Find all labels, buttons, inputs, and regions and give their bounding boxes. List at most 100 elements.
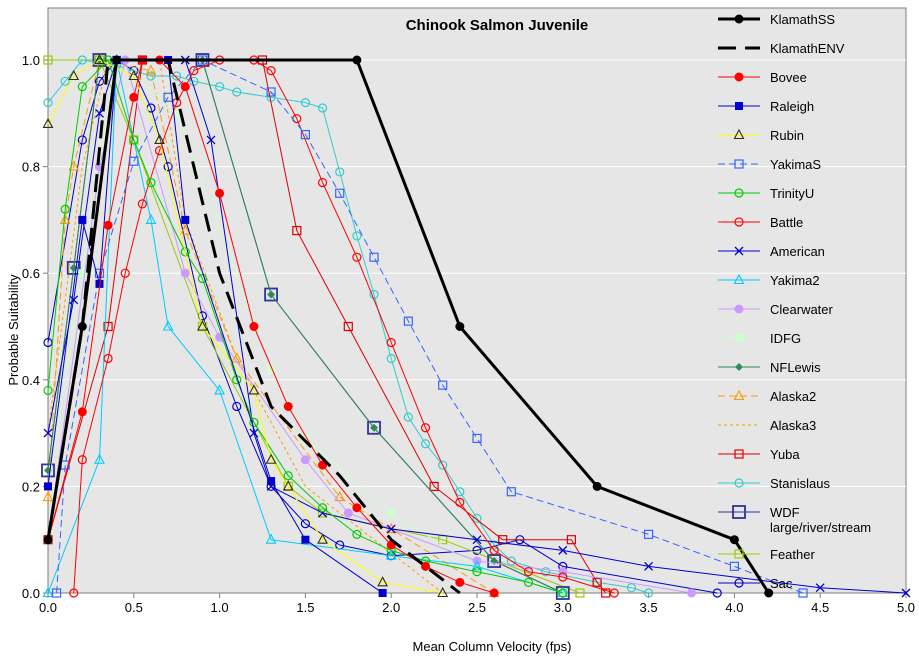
data-point bbox=[59, 213, 71, 224]
data-point bbox=[44, 482, 52, 491]
legend: KlamathSS KlamathENV Bovee Raleigh Rubin Yaki… bbox=[718, 12, 871, 591]
y-axis-ticks: 0.0 0.2 0.4 0.6 0.8 1.0 bbox=[22, 53, 48, 601]
data-point bbox=[575, 588, 585, 598]
data-point bbox=[77, 455, 87, 465]
x-tick-label: 3.0 bbox=[554, 600, 572, 615]
legend-label: Feather bbox=[770, 547, 815, 562]
data-point bbox=[378, 589, 387, 597]
data-point bbox=[282, 480, 294, 491]
data-point bbox=[146, 177, 156, 188]
legend-label: Battle bbox=[770, 215, 803, 230]
legend-label: Yakima2 bbox=[770, 273, 820, 288]
data-point bbox=[626, 583, 637, 593]
data-point bbox=[94, 268, 105, 278]
data-point bbox=[179, 224, 191, 235]
data-point bbox=[317, 533, 328, 544]
data-point bbox=[815, 583, 825, 593]
legend-label: KlamathSS bbox=[770, 12, 835, 27]
data-point bbox=[300, 519, 310, 529]
data-point bbox=[429, 481, 439, 491]
data-point bbox=[506, 487, 516, 497]
data-point bbox=[712, 588, 722, 598]
data-point bbox=[644, 561, 654, 571]
data-point bbox=[267, 477, 276, 486]
legend-item: American bbox=[718, 244, 825, 259]
data-point bbox=[734, 159, 744, 169]
legend-item: Yuba bbox=[718, 447, 800, 462]
series-line bbox=[48, 59, 581, 594]
data-point bbox=[609, 588, 619, 598]
data-point bbox=[734, 188, 744, 198]
y-tick-label: 0.4 bbox=[22, 373, 40, 388]
data-point bbox=[266, 66, 276, 76]
y-tick-label: 0.0 bbox=[22, 586, 40, 601]
y-axis-label: Probable Suitability bbox=[6, 274, 21, 386]
x-tick-label: 0.0 bbox=[39, 600, 57, 615]
data-point bbox=[352, 231, 362, 241]
data-point bbox=[248, 384, 260, 395]
x-tick-label: 1.5 bbox=[296, 600, 314, 615]
data-point bbox=[370, 423, 379, 432]
x-tick-label: 5.0 bbox=[897, 600, 915, 615]
data-point bbox=[352, 503, 362, 513]
data-point bbox=[283, 401, 293, 411]
legend-item: IDFG bbox=[718, 331, 801, 346]
series-group bbox=[41, 53, 911, 600]
legend-label: Alaska3 bbox=[770, 418, 816, 433]
data-point bbox=[335, 167, 345, 177]
data-point bbox=[300, 455, 310, 465]
data-point bbox=[206, 135, 216, 145]
legend-item: TrinityU bbox=[718, 186, 814, 201]
data-point bbox=[68, 69, 80, 81]
data-point bbox=[267, 365, 276, 374]
series-battle bbox=[69, 55, 619, 598]
series-line bbox=[47, 59, 563, 594]
data-point bbox=[734, 449, 744, 459]
data-point bbox=[734, 72, 744, 82]
data-point bbox=[334, 490, 346, 502]
data-point bbox=[318, 460, 328, 470]
x-tick-label: 2.0 bbox=[382, 600, 400, 615]
legend-label: YakimaS bbox=[770, 157, 821, 172]
data-point bbox=[455, 497, 465, 507]
legend-item: Stanislaus bbox=[718, 476, 830, 491]
data-point bbox=[489, 588, 499, 598]
data-point bbox=[154, 146, 165, 156]
data-point bbox=[352, 252, 362, 262]
data-point bbox=[317, 177, 328, 188]
data-point bbox=[437, 586, 449, 598]
data-point bbox=[369, 252, 379, 262]
data-point bbox=[343, 508, 353, 518]
data-point bbox=[403, 316, 413, 326]
series-line bbox=[47, 59, 564, 594]
data-point bbox=[541, 567, 551, 577]
data-point bbox=[77, 55, 87, 65]
series-line bbox=[47, 59, 495, 594]
data-point bbox=[77, 135, 87, 145]
legend-label: Raleigh bbox=[770, 99, 814, 114]
legend-item: Feather bbox=[718, 547, 815, 562]
data-point bbox=[735, 102, 743, 110]
data-point bbox=[264, 287, 278, 302]
x-axis-ticks: 0.0 0.5 1.0 1.5 2.0 2.5 3.0 3.5 4.0 4.5 5.0 bbox=[39, 593, 915, 615]
data-point bbox=[438, 460, 448, 470]
data-point bbox=[120, 268, 130, 278]
data-point bbox=[103, 321, 113, 332]
data-point bbox=[498, 535, 508, 545]
data-point bbox=[734, 217, 744, 227]
data-point bbox=[172, 71, 182, 81]
legend-item: KlamathSS bbox=[718, 12, 835, 27]
data-point bbox=[266, 87, 276, 97]
data-point bbox=[489, 545, 499, 555]
data-point bbox=[377, 576, 389, 587]
data-point bbox=[283, 471, 293, 481]
data-point bbox=[403, 412, 413, 422]
data-point bbox=[128, 69, 140, 81]
legend-item: Alaska3 bbox=[718, 418, 816, 433]
data-point bbox=[103, 353, 113, 364]
data-point bbox=[43, 337, 53, 348]
data-point bbox=[734, 478, 744, 488]
data-point bbox=[592, 481, 602, 491]
y-tick-label: 0.6 bbox=[22, 266, 40, 281]
data-point bbox=[558, 545, 568, 555]
